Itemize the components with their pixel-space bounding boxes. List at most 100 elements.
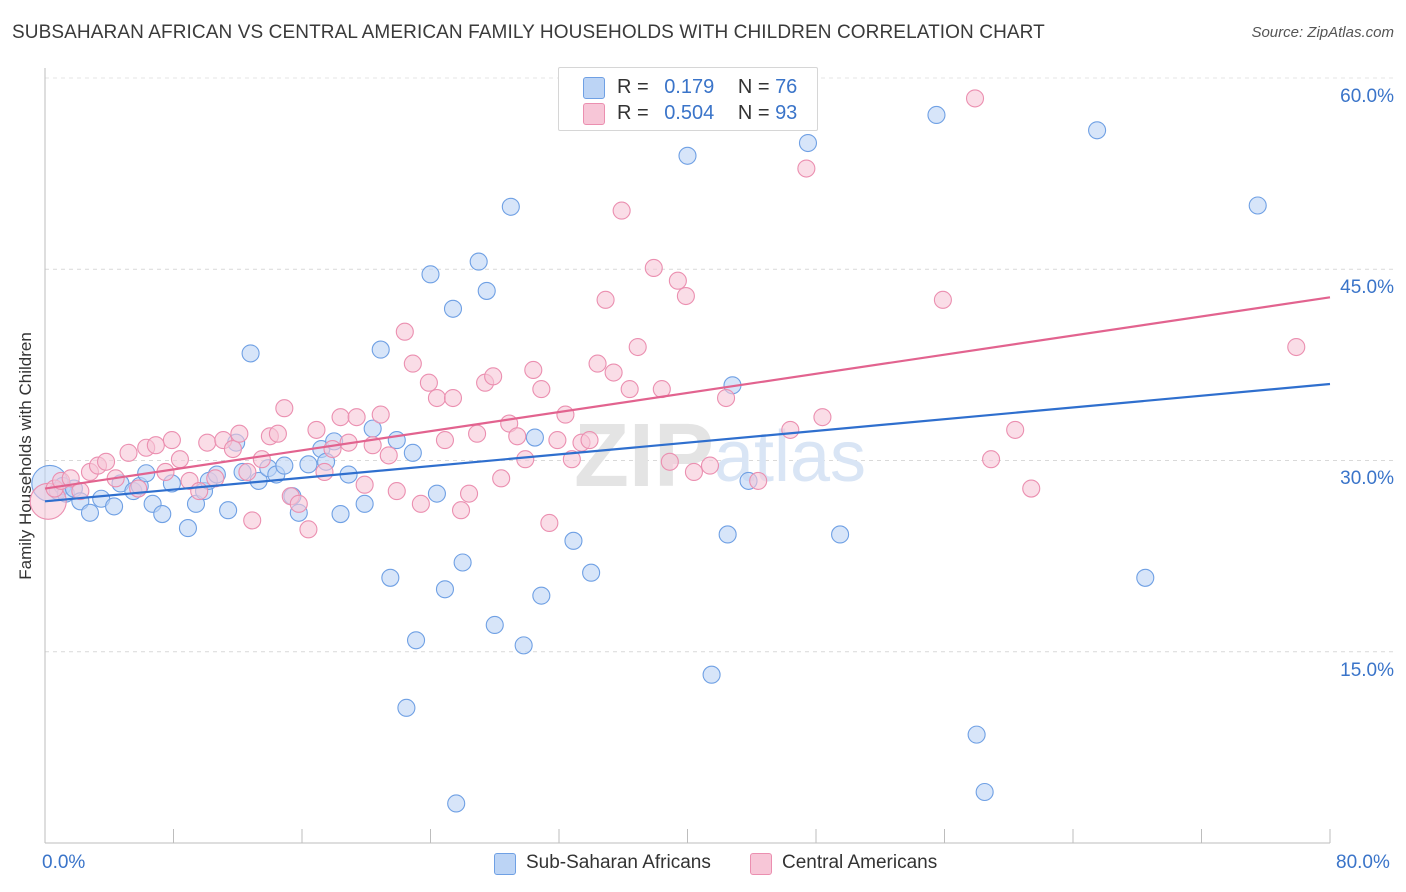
sub-saharan-point bbox=[406, 631, 426, 650]
sub-saharan-point bbox=[678, 146, 697, 165]
central-american-point bbox=[331, 408, 350, 427]
sub-saharan-point bbox=[355, 494, 374, 513]
sub-saharan-point bbox=[532, 586, 551, 605]
sub-saharan-point bbox=[1136, 568, 1155, 587]
central-american-point bbox=[451, 501, 471, 520]
central-american-point bbox=[268, 424, 287, 443]
legend-text: R = 0.179 N = 76 bbox=[617, 76, 797, 99]
sub-saharan-point bbox=[477, 281, 496, 300]
bottom-legend-label: Central Americans bbox=[782, 852, 938, 873]
central-american-point bbox=[580, 431, 599, 450]
central-american-point bbox=[797, 159, 816, 178]
central-american-point bbox=[700, 456, 720, 475]
central-american-point bbox=[190, 482, 209, 501]
central-american-point bbox=[96, 452, 116, 471]
central-american-point bbox=[524, 360, 543, 380]
trend-lines bbox=[44, 296, 1331, 503]
sub-saharan-point bbox=[975, 782, 994, 802]
legend-text: R = 0.504 N = 93 bbox=[617, 102, 797, 125]
central-american-point bbox=[403, 354, 422, 373]
central-american-trend-line bbox=[44, 296, 1331, 490]
sub-saharan-point bbox=[927, 105, 946, 125]
central-american-point bbox=[223, 439, 242, 459]
sub-saharan-point bbox=[435, 580, 455, 599]
bottom-legend-swatch-pink bbox=[750, 853, 772, 875]
axes bbox=[44, 68, 1331, 844]
sub-saharan-point bbox=[702, 665, 721, 684]
central-american-point bbox=[419, 373, 438, 392]
y-tick-30: 30.0% bbox=[1340, 468, 1394, 489]
sub-saharan-point bbox=[421, 265, 440, 284]
sub-saharan-trend-line bbox=[44, 382, 1331, 503]
y-tick-45: 45.0% bbox=[1340, 277, 1394, 298]
central-american-point bbox=[813, 408, 832, 427]
sub-saharan-point bbox=[485, 615, 504, 635]
central-american-point bbox=[146, 436, 165, 455]
watermark: ZIPatlas bbox=[574, 406, 866, 506]
central-american-point bbox=[170, 450, 189, 469]
central-american-point bbox=[371, 405, 390, 424]
central-american-point bbox=[532, 380, 551, 399]
central-american-point bbox=[230, 424, 249, 443]
central-american-point bbox=[299, 520, 318, 539]
gridlines bbox=[45, 77, 1394, 653]
central-american-point bbox=[644, 258, 663, 278]
central-american-point bbox=[129, 479, 148, 498]
central-american-point bbox=[548, 431, 567, 450]
central-american-point bbox=[982, 450, 1001, 469]
central-american-point bbox=[749, 471, 768, 490]
sub-saharan-point bbox=[798, 133, 818, 153]
central-american-point bbox=[540, 513, 559, 533]
central-american-point bbox=[628, 337, 647, 357]
central-american-point bbox=[562, 450, 581, 469]
central-american-point bbox=[484, 367, 503, 386]
sub-saharan-point bbox=[564, 531, 583, 550]
watermark-zip: ZIP bbox=[574, 406, 714, 506]
n-value: 93 bbox=[775, 102, 798, 124]
central-american-point bbox=[443, 388, 463, 408]
central-american-point bbox=[395, 322, 414, 341]
central-american-point bbox=[238, 462, 257, 482]
n-value: 76 bbox=[775, 76, 798, 98]
central-american-point bbox=[516, 450, 535, 469]
central-american-point bbox=[620, 380, 639, 399]
sub-saharan-point bbox=[453, 553, 472, 572]
sub-saharan-point bbox=[443, 299, 463, 318]
central-american-point bbox=[588, 354, 607, 373]
legend-swatch-blue bbox=[583, 77, 605, 99]
sub-saharan-point bbox=[582, 563, 601, 582]
central-american-point bbox=[716, 388, 736, 408]
central-american-point bbox=[119, 443, 138, 462]
central-american-point bbox=[604, 363, 623, 382]
sub-saharan-point bbox=[219, 501, 238, 520]
sub-saharan-point bbox=[718, 525, 737, 544]
sub-saharan-point bbox=[967, 725, 986, 744]
sub-saharan-point bbox=[80, 503, 100, 522]
r-value: 0.504 bbox=[664, 102, 715, 124]
sub-saharan-point bbox=[403, 443, 422, 462]
n-label: N = bbox=[737, 102, 770, 124]
sub-saharan-point bbox=[387, 431, 406, 450]
sub-saharan-point bbox=[299, 455, 318, 474]
r-value: 0.179 bbox=[664, 76, 715, 98]
central-american-point bbox=[387, 482, 406, 501]
sub-saharan-point bbox=[178, 519, 198, 538]
central-american-point bbox=[1006, 420, 1025, 439]
central-american-point bbox=[508, 427, 527, 446]
sub-saharan-point bbox=[514, 636, 533, 655]
central-american-point bbox=[612, 201, 631, 220]
sub-saharan-point bbox=[525, 428, 544, 447]
central-american-point bbox=[1287, 337, 1306, 357]
central-american-point bbox=[676, 286, 695, 306]
bottom-legend-label: Sub-Saharan Africans bbox=[526, 852, 711, 873]
sub-saharan-point bbox=[381, 568, 400, 587]
central-american-point bbox=[379, 446, 398, 465]
central-american-point bbox=[289, 494, 308, 513]
sub-saharan-point bbox=[1088, 121, 1107, 140]
central-american-point bbox=[660, 452, 679, 471]
central-american-point bbox=[61, 469, 80, 488]
sub-saharan-point bbox=[331, 504, 350, 524]
n-label: N = bbox=[737, 76, 770, 98]
central-american-point bbox=[684, 462, 703, 482]
sub-saharan-point bbox=[469, 252, 488, 271]
